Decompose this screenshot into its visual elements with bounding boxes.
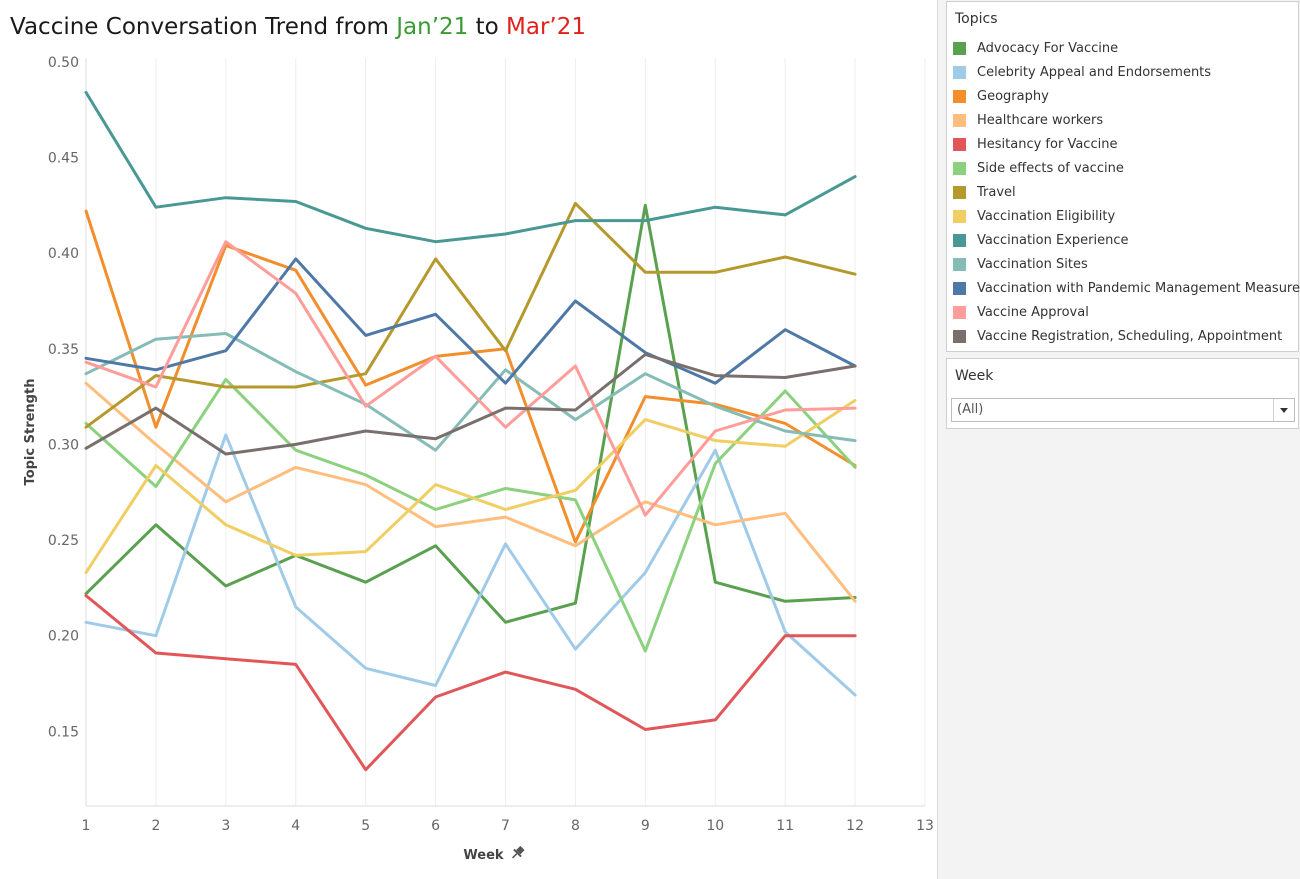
legend-label: Side effects of vaccine [977, 160, 1124, 176]
y-tick-label: 0.45 [48, 150, 79, 166]
week-select-value: (All) [957, 402, 984, 417]
legend-label: Vaccination Experience [977, 232, 1129, 248]
legend-item[interactable]: Vaccine Approval [947, 300, 1298, 324]
x-tick-label: 7 [501, 818, 510, 834]
legend-item[interactable]: Side effects of vaccine [947, 156, 1298, 180]
x-tick-label: 1 [82, 818, 91, 834]
y-tick-label: 0.35 [48, 342, 79, 358]
week-select[interactable]: (All) [951, 398, 1295, 422]
legend-item[interactable]: Healthcare workers [947, 108, 1298, 132]
legend-item[interactable]: Hesitancy for Vaccine [947, 132, 1298, 156]
x-tick-label: 6 [431, 818, 440, 834]
legend-label: Celebrity Appeal and Endorsements [977, 64, 1212, 80]
legend-list: Advocacy For Vaccine Celebrity Appeal and… [947, 36, 1300, 348]
line-chart: 0.150.200.250.300.350.400.450.501 2 3 4 5 6 7 8… [23, 55, 934, 863]
y-tick-label: 0.40 [48, 246, 79, 262]
legend-label: Vaccine Registration, Scheduling, Appoin… [977, 328, 1283, 344]
y-tick-label: 0.50 [48, 55, 79, 71]
series-line [84, 398, 857, 575]
x-tick-label: 2 [151, 818, 160, 834]
legend-label: Vaccine Approval [977, 304, 1089, 320]
caret-down-icon [1280, 408, 1288, 413]
series-line [84, 332, 857, 452]
x-tick-label: 8 [571, 818, 580, 834]
series-line [84, 201, 857, 429]
legend-swatch [953, 89, 966, 103]
x-tick-label: 13 [916, 818, 934, 834]
x-tick-label: 11 [776, 818, 794, 834]
title-end-month: Mar’21 [506, 14, 586, 40]
legend-swatch [953, 65, 966, 79]
legend-label: Hesitancy for Vaccine [977, 136, 1118, 152]
pin-icon [512, 845, 525, 859]
series-line [84, 381, 857, 603]
legend-swatch [953, 233, 966, 247]
x-tick-label: 12 [846, 818, 864, 834]
series-line [84, 433, 857, 697]
x-tick-label: 10 [706, 818, 724, 834]
legend-label: Healthcare workers [977, 112, 1104, 128]
title-middle: to [468, 14, 506, 40]
week-filter: Week (All) [946, 358, 1299, 429]
y-tick-label: 0.15 [48, 724, 79, 740]
legend-item[interactable]: Vaccine Registration, Scheduling, Appoin… [947, 324, 1298, 348]
title-prefix: Vaccine Conversation Trend from [10, 14, 397, 40]
series-line [84, 240, 857, 517]
series-line [84, 203, 857, 624]
legend-swatch [953, 329, 966, 343]
legend-swatch [953, 305, 966, 319]
y-tick-label: 0.25 [48, 533, 79, 549]
x-tick-label: 9 [641, 818, 650, 834]
legend-swatch [953, 137, 966, 151]
legend-item[interactable]: Vaccination Sites [947, 252, 1298, 276]
legend-label: Travel [977, 184, 1016, 200]
right-panel: Topics Advocacy For Vaccine Celebrity App… [937, 0, 1300, 879]
legend-swatch [953, 113, 966, 127]
y-tick-label: 0.30 [48, 437, 79, 453]
series-line [84, 594, 857, 772]
legend-item[interactable]: Vaccination with Pandemic Management Mea… [947, 276, 1300, 300]
legend-label: Vaccination Eligibility [977, 208, 1116, 224]
x-tick-label: 3 [221, 818, 230, 834]
week-filter-header: Week [955, 368, 994, 384]
series-line [84, 209, 857, 544]
x-tick-label: 4 [291, 818, 300, 834]
legend-item[interactable]: Vaccination Eligibility [947, 204, 1298, 228]
legend-label: Advocacy For Vaccine [977, 40, 1119, 56]
legend-label: Vaccination Sites [977, 256, 1088, 272]
x-tick-label: 5 [361, 818, 370, 834]
legend-swatch [953, 209, 966, 223]
legend-item[interactable]: Vaccination Experience [947, 228, 1298, 252]
legend-swatch [953, 41, 966, 55]
series-line [84, 90, 857, 244]
title-start-month: Jan’21 [396, 14, 469, 40]
legend-item[interactable]: Travel [947, 180, 1298, 204]
legend-swatch [953, 281, 966, 295]
week-select-dropdown-button[interactable] [1273, 399, 1294, 421]
legend-swatch [953, 161, 966, 175]
pin-icon-needle [512, 853, 518, 859]
pin-icon-bar [513, 848, 522, 858]
x-axis-title: Week [463, 848, 504, 863]
legend-item[interactable]: Celebrity Appeal and Endorsements [947, 60, 1298, 84]
legend-swatch [953, 257, 966, 271]
series-line [84, 353, 857, 456]
legend-item[interactable]: Advocacy For Vaccine [947, 36, 1298, 60]
legend-swatch [953, 185, 966, 199]
legend-header: Topics [955, 11, 998, 27]
legend-label: Geography [977, 88, 1049, 104]
y-tick-label: 0.20 [48, 629, 79, 645]
chart-title: Vaccine Conversation Trend from Jan’21 t… [10, 14, 586, 40]
series-line [84, 257, 857, 385]
legend-item[interactable]: Geography [947, 84, 1298, 108]
legend-label: Vaccination with Pandemic Management Mea… [977, 280, 1300, 296]
y-axis-title: Topic Strength [23, 379, 38, 486]
series-line [84, 377, 857, 653]
topics-legend: Topics Advocacy For Vaccine Celebrity App… [946, 1, 1300, 352]
